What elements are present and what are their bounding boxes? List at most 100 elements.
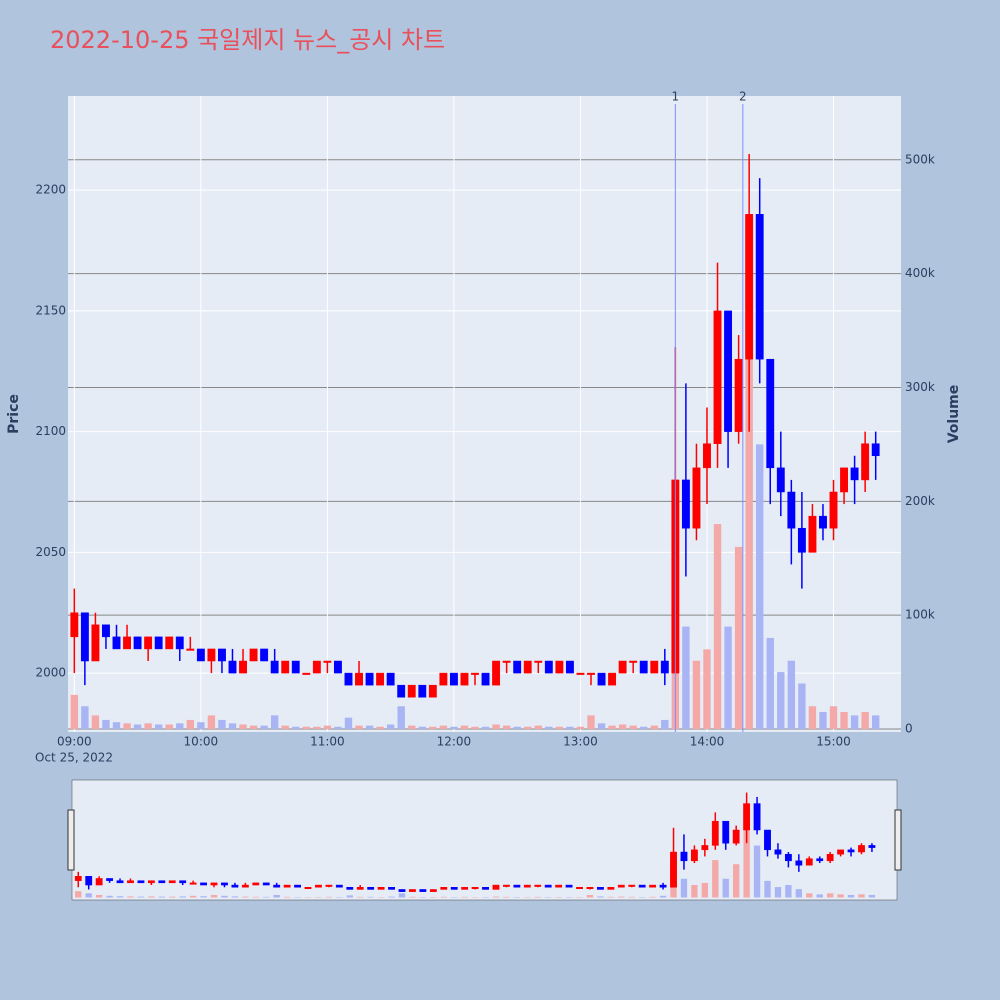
candle-body: [260, 648, 269, 662]
slider-volume-bar: [774, 887, 782, 898]
candle-body: [681, 479, 690, 529]
volume-bar: [618, 724, 627, 730]
volume-bar: [840, 711, 848, 730]
slider-candle-body: [659, 884, 667, 888]
slider-volume-bar: [753, 845, 761, 898]
volume-bar: [386, 724, 395, 730]
candle-body: [502, 660, 511, 663]
candle-body: [660, 660, 669, 674]
volume-bar: [766, 637, 774, 730]
candle-body: [302, 672, 311, 675]
candle-body: [513, 660, 522, 674]
chart-title: 2022-10-25 국일제지 뉴스_공시 차트: [50, 26, 445, 54]
volume-bar: [133, 724, 142, 730]
slider-volume-bar: [283, 896, 291, 898]
candle-body: [840, 467, 849, 493]
slider-volume-bar: [597, 896, 604, 898]
volume-bar: [492, 724, 500, 730]
slider-candle-body: [440, 887, 448, 890]
x-tick-label: 13:00: [563, 735, 598, 749]
volume-bar: [144, 723, 152, 730]
slider-candle-body: [858, 845, 865, 853]
y2-tick-label: 400k: [905, 266, 935, 280]
candle-body: [418, 684, 427, 698]
slider-volume-bar: [398, 893, 406, 898]
volume-bar: [819, 711, 827, 730]
slider-volume-bar: [743, 828, 750, 898]
slider-candle-body: [544, 884, 552, 888]
candle-body: [270, 660, 279, 674]
candle-body: [333, 660, 342, 674]
volume-bar: [597, 723, 606, 730]
slider-candle-body: [221, 882, 228, 886]
slider-candle-body: [816, 858, 824, 862]
x-tick-label: 12:00: [437, 735, 472, 749]
slider-volume-bar: [785, 885, 792, 898]
candle-body: [629, 660, 638, 663]
slider-candle-body: [304, 887, 312, 890]
volume-bar: [344, 717, 353, 730]
volume-bar: [123, 723, 131, 730]
slider-candle-body: [409, 889, 416, 892]
slider-candle-body: [356, 887, 364, 890]
slider-volume-bar: [858, 894, 865, 898]
volume-bar: [176, 723, 184, 730]
candle-body: [133, 636, 142, 650]
slider-volume-bar: [534, 896, 541, 898]
slider-volume-bar: [357, 896, 364, 898]
x-tick-label: 15:00: [816, 735, 851, 749]
slider-candle-body: [690, 849, 698, 862]
slider-candle-body: [680, 851, 688, 862]
slider-candle-body: [85, 875, 93, 886]
volume-bar: [829, 706, 838, 730]
candle-body: [291, 660, 300, 674]
candle-body: [766, 358, 775, 469]
slider-volume-bar: [85, 893, 92, 898]
y-tick-label: 2100: [35, 424, 66, 438]
slider-candle-body: [711, 820, 719, 846]
volume-bar: [745, 353, 753, 730]
candle-body: [618, 660, 627, 674]
slider-candle-body: [774, 849, 782, 855]
slider-candle-body: [210, 882, 218, 886]
slider-candle-body: [116, 880, 124, 884]
volume-bar: [292, 726, 300, 730]
slider-candle-body: [586, 887, 594, 890]
volume-bar: [629, 725, 637, 730]
slider-volume-bar: [221, 895, 228, 898]
volume-bar: [661, 719, 669, 730]
volume-bar: [418, 726, 426, 730]
slider-candle-body: [471, 887, 479, 890]
slider-handle-left[interactable]: [67, 809, 75, 871]
slider-candle-body: [555, 884, 563, 888]
slider-candle-body: [158, 880, 166, 884]
slider-volume-bar: [75, 891, 82, 898]
y-tick-label: 2200: [35, 183, 66, 197]
slider-volume-bar: [659, 895, 667, 898]
candle-body: [597, 672, 606, 686]
candle-body: [207, 648, 216, 662]
volume-bar: [724, 626, 732, 730]
slider-candle-body: [523, 884, 531, 888]
slider-volume-bar: [492, 896, 500, 898]
range-slider[interactable]: [71, 779, 898, 901]
volume-bar: [524, 726, 532, 730]
candle-body: [703, 443, 711, 469]
slider-volume-bar: [200, 896, 207, 898]
volume-bar: [650, 725, 658, 730]
slider-candle-body: [179, 880, 187, 884]
candle-body: [91, 624, 100, 662]
slider-volume-bar: [388, 896, 395, 898]
volume-bar: [703, 649, 711, 730]
slider-candle-body: [565, 884, 573, 888]
slider-volume-bar: [837, 894, 844, 898]
slider-handle-right[interactable]: [894, 809, 902, 871]
volume-bar: [112, 722, 121, 730]
slider-volume-bar: [680, 878, 688, 898]
slider-volume-bar: [242, 896, 249, 898]
slider-candle-body: [576, 887, 583, 890]
candle-body: [144, 636, 153, 650]
volume-bar: [323, 725, 332, 730]
candle-body: [576, 672, 585, 675]
